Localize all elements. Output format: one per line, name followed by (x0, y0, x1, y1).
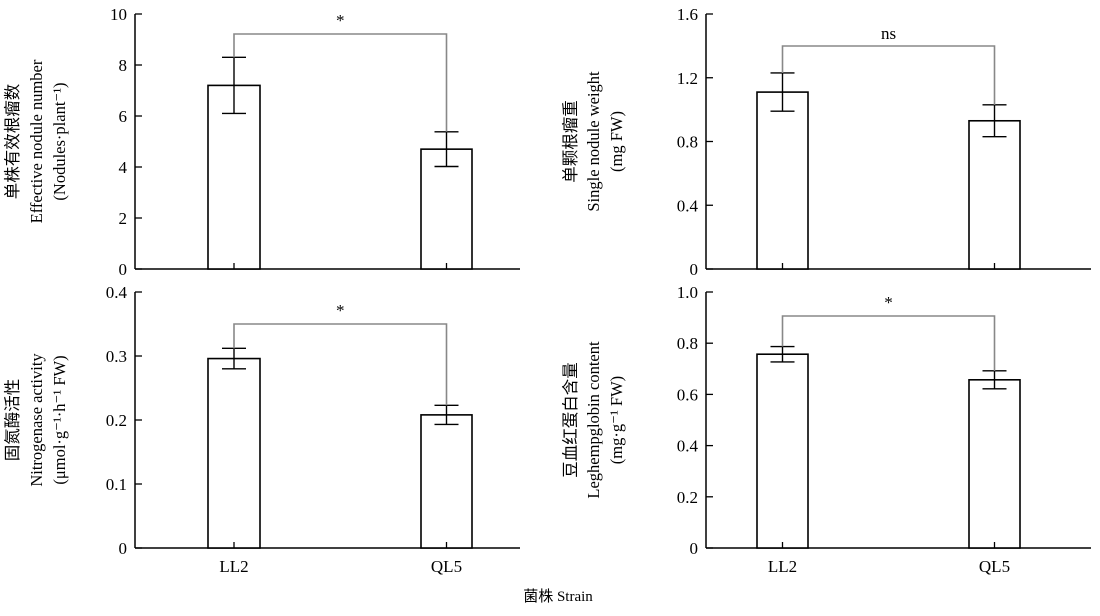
y-tick-label: 1.0 (677, 283, 698, 302)
y-tick-label: 8 (119, 56, 128, 75)
y-tick-label: 0.8 (677, 334, 698, 353)
panel-bottom-left: 0 0.1 0.2 0.3 0.4 LL2 QL5 * 固氮酶活性 Nitrogenase act… (3, 283, 520, 576)
y-axis-label-line: Leghempglobin content (584, 341, 603, 499)
y-axis-label-line: 豆血红蛋白含量 (561, 362, 580, 478)
y-tick-label: 10 (110, 5, 127, 24)
y-tick-label: 6 (119, 107, 128, 126)
significance-label: * (336, 11, 345, 30)
bar-QL5 (420, 414, 473, 549)
bar-LL2 (207, 84, 261, 270)
y-axis-label-line: 固氮酶活性 (3, 379, 22, 462)
y-axis-label-line: (mg FW) (607, 111, 626, 172)
y-axis-label-line: 单颗根瘤重 (561, 100, 580, 183)
significance-bracket (233, 33, 448, 132)
x-tick-label: QL5 (979, 557, 1010, 576)
bar-LL2 (207, 357, 261, 549)
y-tick-label: 4 (119, 158, 128, 177)
y-tick-label: 0 (690, 260, 699, 279)
y-axis-label-line: (mg·g⁻¹ FW) (607, 376, 626, 464)
bar-LL2 (756, 91, 809, 270)
y-tick-label: 0.3 (106, 347, 127, 366)
panel-bottom-right: 0 0.2 0.4 0.6 0.8 1.0 LL2 QL5 * 豆血红蛋白含量 Leghempglo… (561, 283, 1091, 576)
x-axis-label: 菌株 Strain (523, 588, 593, 605)
y-axis-label-line: 单株有效根瘤数 (3, 83, 22, 199)
y-tick-label: 0.2 (106, 411, 127, 430)
y-tick-label: 1.6 (677, 5, 698, 24)
significance-bracket (233, 323, 448, 406)
y-tick-label: 2 (119, 209, 128, 228)
significance-label: ns (881, 24, 896, 43)
y-tick-label: 0 (119, 539, 128, 558)
y-tick-label: 0.1 (106, 475, 127, 494)
significance-bracket (781, 315, 996, 371)
significance-bracket (781, 45, 996, 105)
x-tick-label: LL2 (768, 557, 797, 576)
bar-QL5 (968, 379, 1021, 549)
significance-label: * (884, 293, 893, 312)
x-tick-label: QL5 (431, 557, 462, 576)
panel-top-right: 0 0.4 0.8 1.2 1.6 ns 单颗根瘤重 Single nodule weight… (561, 5, 1091, 279)
y-tick-label: 0.2 (677, 488, 698, 507)
y-axis-label-line: (Nodules·plant⁻¹) (50, 82, 69, 200)
y-tick-label: 0.8 (677, 133, 698, 152)
panel-top-left: 0 2 4 6 8 10 * 单株有效根瘤数 Effective nodule number (N… (3, 5, 520, 279)
significance-label: * (336, 301, 345, 320)
y-tick-label: 0.6 (677, 385, 698, 404)
y-axis-label-line: Nitrogenase activity (27, 353, 46, 487)
y-tick-label: 0.4 (677, 196, 699, 215)
y-axis-label-line: Single nodule weight (584, 71, 603, 212)
y-tick-label: 0.4 (106, 283, 128, 302)
y-tick-label: 0.4 (677, 437, 699, 456)
y-tick-label: 0 (119, 260, 128, 279)
bar-LL2 (756, 353, 809, 549)
y-tick-label: 0 (690, 539, 699, 558)
y-tick-label: 1.2 (677, 69, 698, 88)
y-axis-label-line: (μmol·g⁻¹·h⁻¹ FW) (50, 355, 69, 484)
bar-QL5 (968, 119, 1021, 270)
x-tick-label: LL2 (219, 557, 248, 576)
y-axis-label-line: Effective nodule number (27, 59, 46, 223)
